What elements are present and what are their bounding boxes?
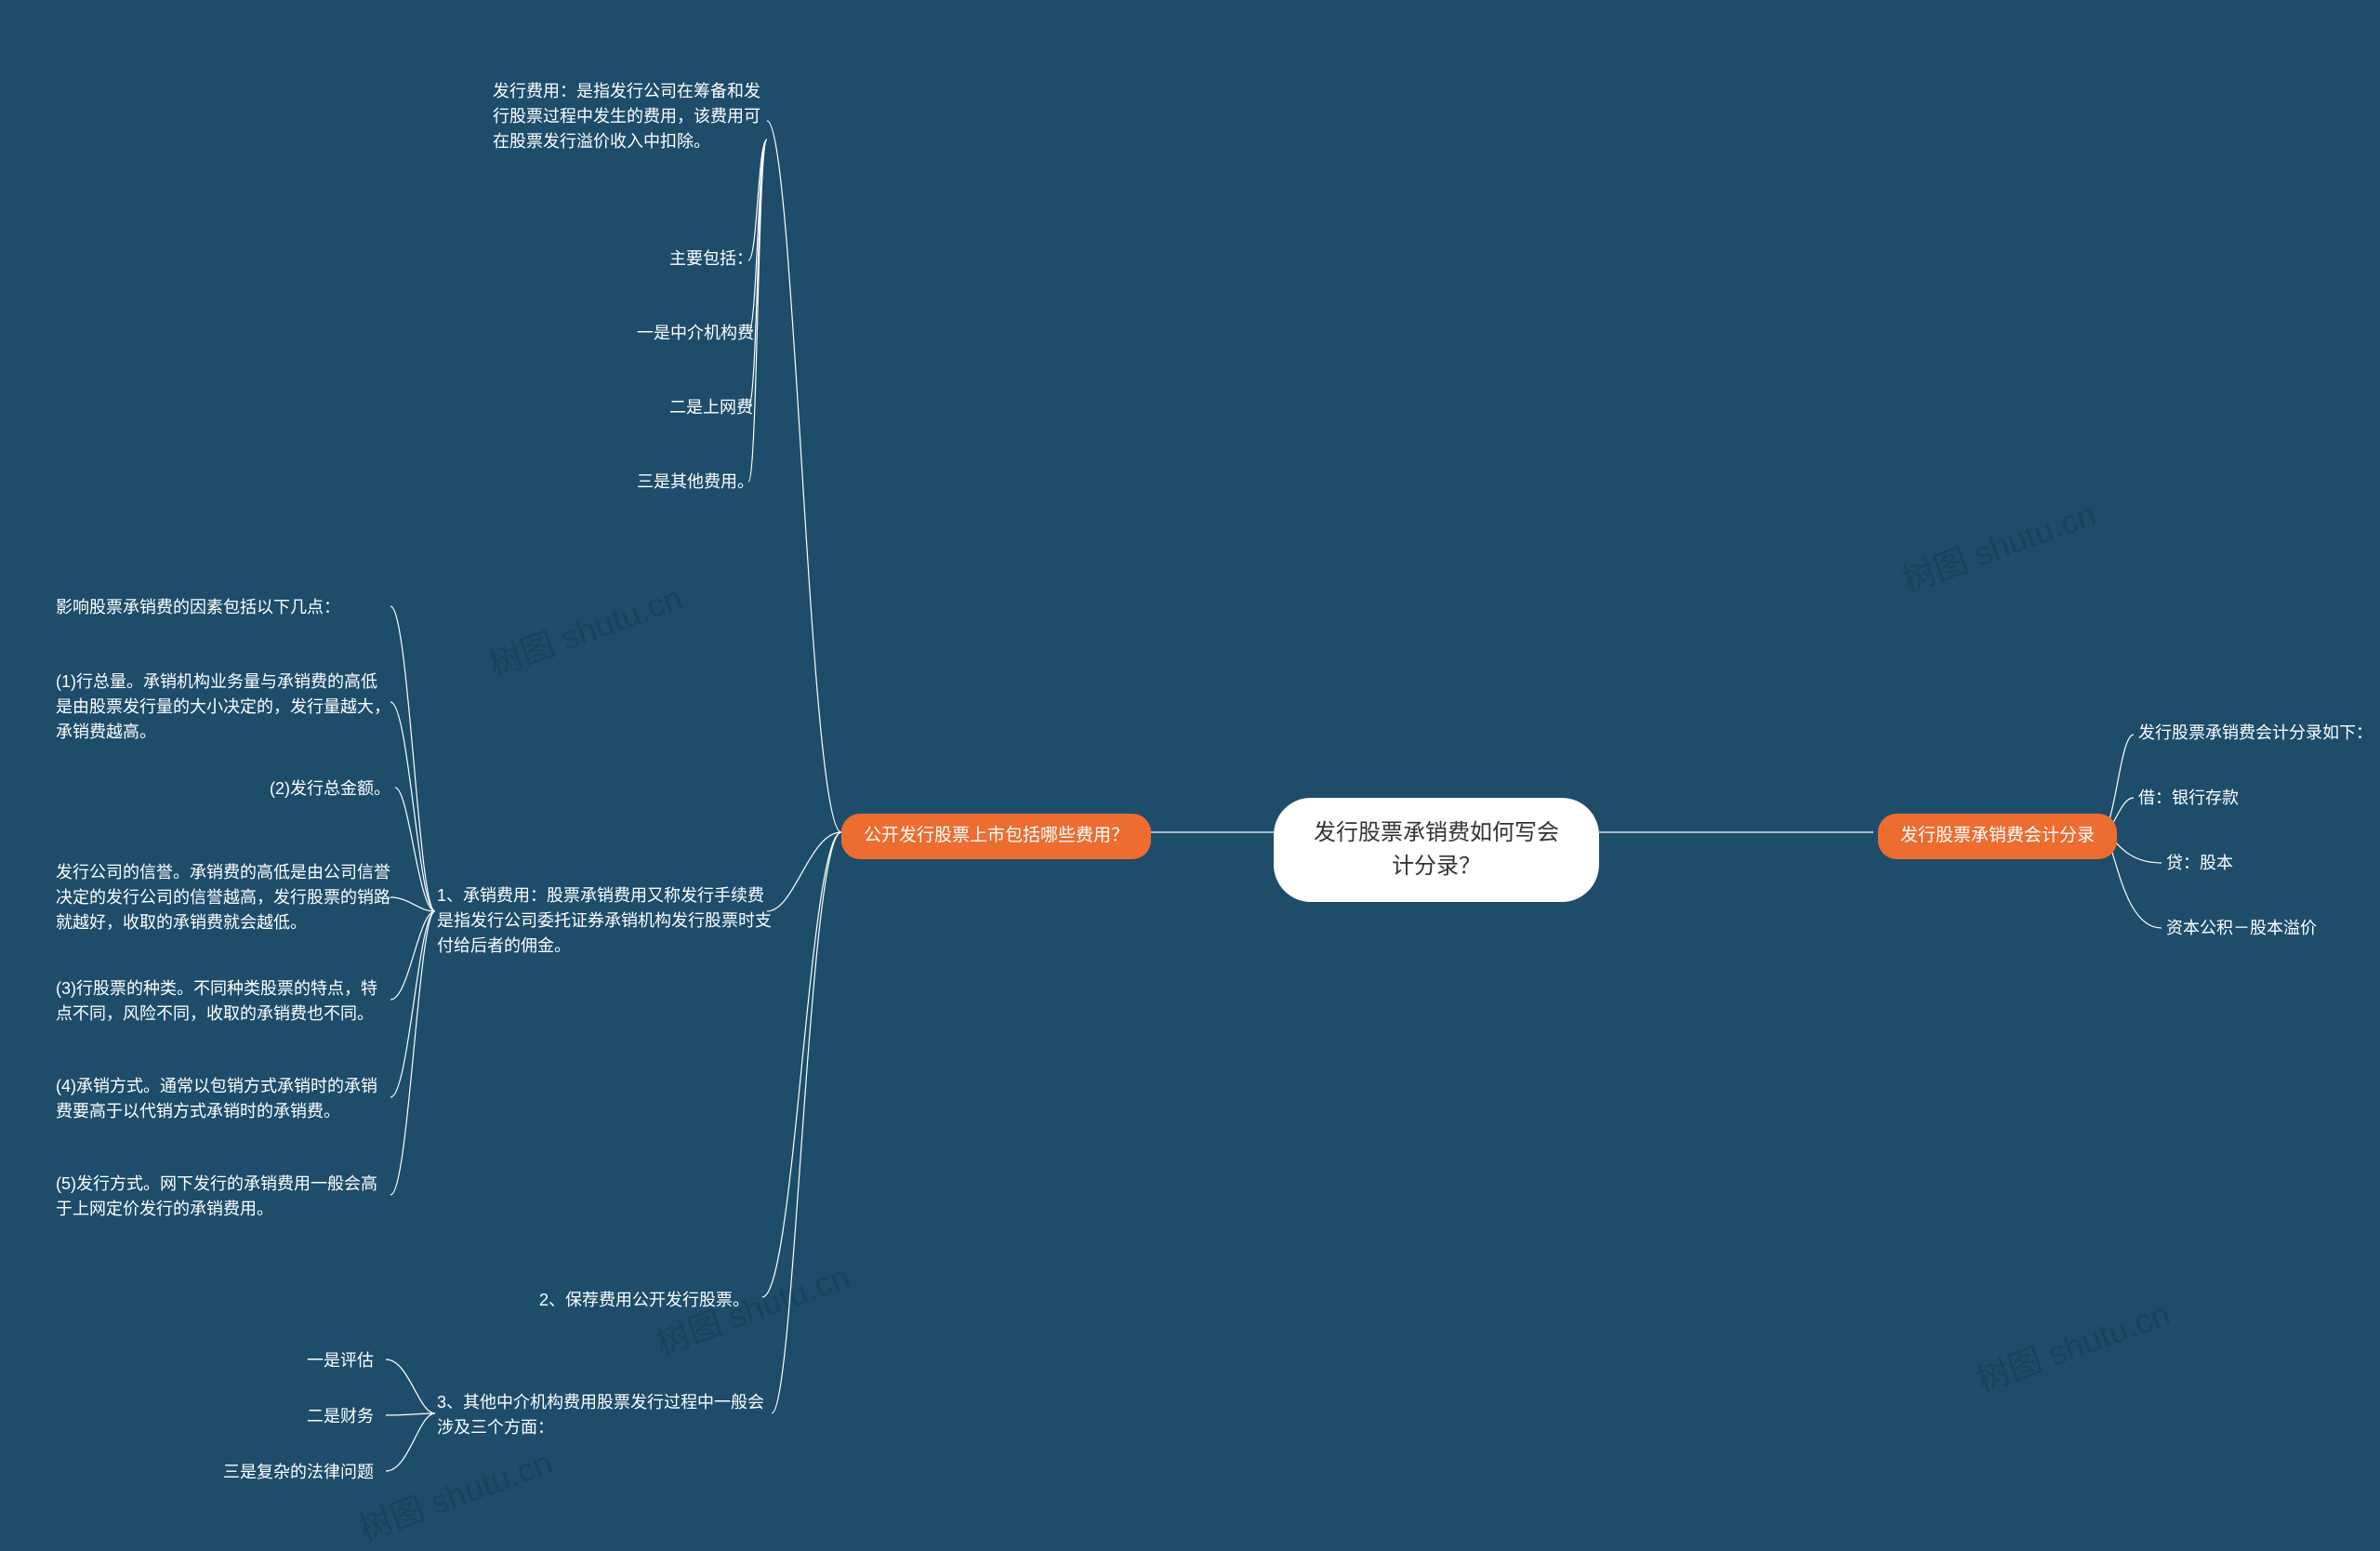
mindmap-center[interactable]: 发行股票承销费如何写会 计分录？ (1274, 798, 1599, 902)
leaf-l3-s2: 三是复杂的法律问题 (223, 1460, 374, 1485)
center-line2: 计分录？ (1307, 850, 1566, 883)
leaf-l3-s1: 二是财务 (307, 1404, 374, 1429)
connector-layer (0, 0, 2380, 1505)
leaf-l2: 2、保荐费用公开发行股票。 (539, 1288, 749, 1313)
branch-right[interactable]: 发行股票承销费会计分录 (1878, 814, 2117, 859)
leaf-l1: 1、承销费用：股票承销费用又称发行手续费是指发行公司委托证券承销机构发行股票时支… (437, 883, 772, 959)
leaf-l3-s0: 一是评估 (307, 1348, 374, 1373)
watermark: 树图 shutu.cn (482, 571, 689, 685)
watermark: 树图 shutu.cn (351, 1436, 559, 1550)
leaf-l3: 3、其他中介机构费用股票发行过程中一般会涉及三个方面： (437, 1390, 772, 1440)
leaf-right-1: 借：银行存款 (2138, 786, 2239, 811)
leaf-l1-s5: (4)承销方式。通常以包销方式承销时的承销费要高于以代销方式承销时的承销费。 (56, 1074, 390, 1124)
leaf-l0: 发行费用：是指发行公司在筹备和发行股票过程中发生的费用，该费用可在股票发行溢价收… (493, 79, 772, 154)
leaf-right-2: 贷：股本 (2166, 851, 2233, 876)
leaf-l0-s3: 三是其他费用。 (637, 470, 754, 495)
leaf-l0-s2: 二是上网费 (669, 395, 753, 420)
leaf-l1-s2: (2)发行总金额。 (270, 776, 390, 802)
leaf-l1-s3: 发行公司的信誉。承销费的高低是由公司信誉决定的发行公司的信誉越高，发行股票的销路… (56, 860, 390, 935)
watermark: 树图 shutu.cn (1895, 487, 2102, 602)
watermark: 树图 shutu.cn (1969, 1287, 2176, 1401)
leaf-l0-s1: 一是中介机构费 (637, 321, 754, 346)
leaf-right-3: 资本公积－股本溢价 (2166, 916, 2317, 941)
leaf-l0-s0: 主要包括： (669, 246, 753, 272)
leaf-l1-s1: (1)行总量。承销机构业务量与承销费的高低是由股票发行量的大小决定的，发行量越大… (56, 669, 390, 745)
branch-left[interactable]: 公开发行股票上市包括哪些费用？ (841, 814, 1151, 859)
leaf-l1-s4: (3)行股票的种类。不同种类股票的特点，特点不同，风险不同，收取的承销费也不同。 (56, 976, 390, 1027)
leaf-l1-s6: (5)发行方式。网下发行的承销费用一般会高于上网定价发行的承销费用。 (56, 1172, 390, 1222)
leaf-l1-s0: 影响股票承销费的因素包括以下几点： (56, 595, 340, 620)
leaf-right-0: 发行股票承销费会计分录如下： (2138, 721, 2373, 746)
center-line1: 发行股票承销费如何写会 (1307, 816, 1566, 850)
